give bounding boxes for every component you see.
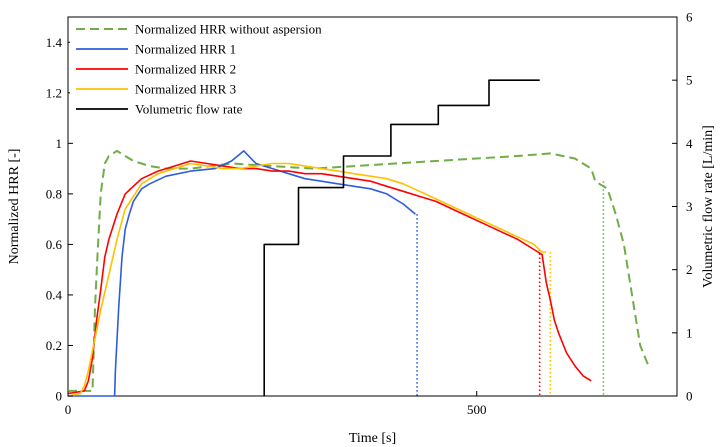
chart-marks	[67, 79, 650, 397]
y2-tick-label: 0	[686, 389, 693, 404]
y-tick-label: 0.4	[46, 287, 63, 302]
y-tick-label: 0.8	[46, 186, 62, 201]
y2-axis-title: Volumetric flow rate [L/min]	[701, 125, 716, 288]
legend-label-3: Normalized HRR 2	[135, 62, 236, 77]
legend-label-4: Normalized HRR 3	[135, 82, 236, 97]
series-line-1	[68, 149, 650, 392]
y-tick-label: 0.2	[46, 338, 62, 353]
legend: Normalized HRR without aspersion Normaliz…	[70, 18, 372, 128]
y2-tick-label: 6	[686, 10, 693, 25]
x-tick-label: 0	[65, 402, 72, 417]
legend-label-1: Normalized HRR without aspersion	[135, 22, 322, 37]
series-line-4	[67, 162, 547, 397]
y2-tick-label: 2	[686, 262, 693, 277]
y-tick-label: 0	[56, 389, 63, 404]
y-tick-label: 1	[56, 136, 63, 151]
y-tick-label: 0.6	[46, 237, 63, 252]
x-tick-label: 500	[467, 402, 487, 417]
axes: 0 0.2 0.4 0.6 0.8 1 1.2 1.4 0 1 2 3 4 5 6 0 500 Time [s] N…	[7, 10, 716, 447]
y2-tick-label: 1	[686, 325, 693, 340]
legend-label-2: Normalized HRR 1	[135, 42, 236, 57]
series-line-2	[68, 150, 416, 397]
y-axis-title: Normalized HRR [-]	[7, 149, 22, 265]
y2-tick-label: 4	[686, 136, 693, 151]
series-line-5	[263, 79, 540, 396]
legend-label-5: Volumetric flow rate	[135, 102, 243, 117]
y2-tick-label: 5	[686, 73, 693, 88]
y2-tick-label: 3	[686, 199, 693, 214]
x-axis-title: Time [s]	[349, 431, 396, 446]
series-line-3	[67, 160, 592, 395]
y-tick-label: 1.2	[46, 85, 62, 100]
y-tick-label: 1.4	[46, 35, 63, 50]
